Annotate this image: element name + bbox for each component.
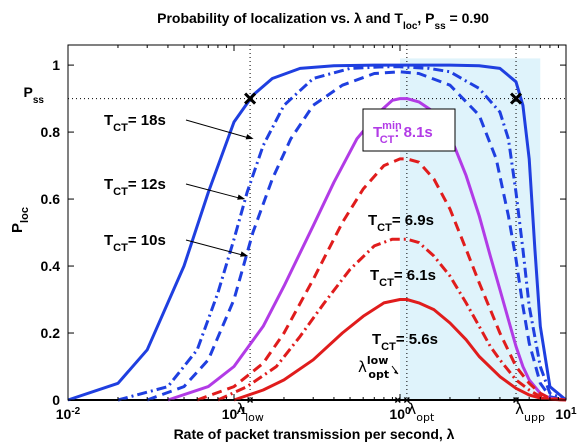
series-line-5	[217, 237, 567, 402]
annotation-t18: TCT= 18s	[104, 112, 166, 134]
lambda-label-low: λlow	[236, 400, 264, 424]
series-line-3	[167, 97, 567, 402]
tmin-box	[362, 108, 456, 152]
arrow-t12	[185, 183, 244, 200]
annotation-t10: TCT= 10s	[104, 232, 166, 254]
arrowhead-t18	[245, 134, 254, 140]
annotation-t69: TCT= 6.9s	[368, 212, 434, 234]
pss-label: Pss	[24, 84, 45, 106]
annotation-t12: TCT= 12s	[104, 176, 166, 198]
series-line-4	[196, 157, 567, 402]
series-line-1	[117, 65, 567, 402]
series-layer	[67, 63, 567, 402]
annotation-layer: λlow λopt λupp λlow opt TCT= 18s TCT= 12s TCT= …	[104, 108, 545, 424]
y-tick-label: 0.6	[41, 191, 61, 207]
x-tick-label: 10-1	[222, 406, 247, 423]
arrow-t18	[185, 119, 252, 140]
chart-title: Probability of localization vs. λ and Tl…	[157, 10, 489, 32]
lambda-label-optlow: λlow opt	[358, 354, 389, 381]
x-axis-label: Rate of packet transmission per second, …	[174, 426, 455, 442]
x-tick-label: 101	[555, 406, 577, 423]
y-tick-label: 0.4	[41, 258, 61, 274]
arrowhead-t10	[240, 251, 249, 257]
cross-marker-0	[244, 92, 257, 105]
plot-frame	[67, 44, 567, 401]
y-tick-label: 0.2	[41, 325, 61, 341]
series-line-6	[233, 298, 567, 402]
series-line-2	[146, 70, 567, 402]
annotation-t61: TCT= 6.1s	[370, 267, 436, 289]
y-tick-label: 0	[52, 392, 60, 408]
y-axis-label: Ploc	[9, 207, 31, 233]
arrowhead-t12	[237, 194, 246, 200]
lambda-label-upp: λupp	[515, 400, 545, 424]
annotation-tmin: Tmin CT: 8.1s	[373, 120, 433, 146]
arrow-t10	[185, 239, 247, 257]
annotation-t56: TCT= 5.6s	[372, 331, 438, 353]
y-tick-label: 1	[52, 57, 60, 73]
x-tick-label: 10-2	[56, 406, 81, 423]
y-tick-label: 0.8	[41, 124, 61, 140]
lambda-label-opt: λopt	[407, 400, 435, 424]
optlow-arrowhead	[394, 370, 398, 374]
series-line-0	[67, 63, 567, 402]
tick-layer: 10-2 10-1 100 101 0 0.2 0.4 0.6 0.8 1	[41, 45, 577, 422]
x-tick-label: 100	[389, 406, 411, 423]
cross-marker-1	[509, 92, 523, 105]
